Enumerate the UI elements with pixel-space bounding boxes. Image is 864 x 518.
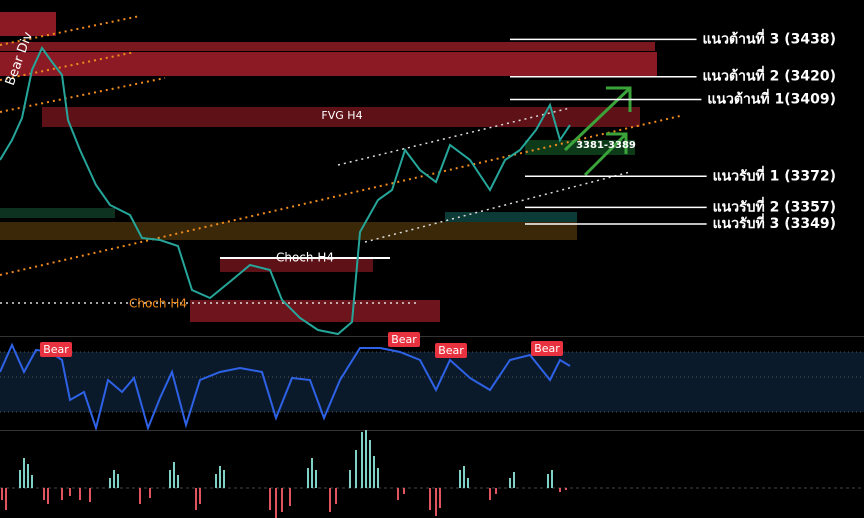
- channel-line: [337, 107, 571, 166]
- fvg-label: FVG H4: [321, 109, 362, 122]
- demand-zone: [0, 208, 115, 218]
- level-label: แนวรับที่ 3 (3349): [713, 213, 836, 232]
- histogram-positive: [19, 430, 553, 488]
- signal-label: Bear: [391, 333, 417, 346]
- price-path: [0, 46, 571, 336]
- choch-label: Choch H4: [276, 251, 334, 265]
- choch-zone: [190, 300, 440, 322]
- signal-badge: [388, 332, 420, 347]
- level-label: แนวต้านที่ 1(3409): [707, 89, 836, 108]
- trend-line: [0, 77, 166, 113]
- signal-badge: [40, 342, 72, 357]
- rsi-line: [0, 342, 571, 432]
- signal-badge: [435, 343, 467, 358]
- choch-label: Choch H4: [129, 297, 187, 311]
- signal-label: Bear: [438, 344, 464, 357]
- trend-lines: [0, 15, 681, 304]
- demand-zone: [445, 212, 577, 222]
- trend-line: [0, 115, 681, 276]
- level-label: แนวต้านที่ 2 (3420): [703, 66, 836, 85]
- up-arrow: [563, 86, 632, 152]
- histogram-negative: [1, 488, 567, 518]
- rsi-signals: Bear Bear Bear Bear: [40, 332, 563, 358]
- fvg-zone: [42, 107, 640, 127]
- supply-zone: [0, 12, 56, 36]
- level-label: แนวรับที่ 1 (3372): [713, 165, 836, 184]
- choch-zone: [220, 258, 373, 272]
- up-arrow: [583, 132, 628, 177]
- level-label: แนวรับที่ 2 (3357): [713, 196, 836, 215]
- arrows: [563, 86, 632, 177]
- supply-zone: [0, 42, 655, 51]
- range-label: 3381-3389: [576, 140, 636, 151]
- channel-line: [364, 171, 631, 243]
- supply-zone: [0, 52, 657, 76]
- signal-label: Bear: [534, 342, 560, 355]
- signal-label: Bear: [43, 343, 69, 356]
- level-label: แนวต้านที่ 3 (3438): [703, 28, 836, 47]
- trend-line: [0, 51, 136, 81]
- signal-badge: [531, 341, 563, 356]
- demand-zone: [0, 222, 577, 240]
